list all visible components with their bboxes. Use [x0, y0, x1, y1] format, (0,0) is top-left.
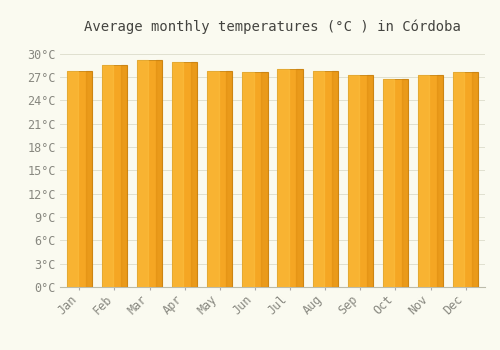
- Bar: [137, 60, 148, 287]
- Bar: [472, 71, 478, 287]
- Bar: [278, 69, 289, 287]
- Bar: [172, 62, 198, 287]
- Bar: [242, 71, 268, 287]
- Bar: [278, 69, 302, 287]
- Bar: [207, 71, 218, 287]
- Bar: [348, 75, 359, 287]
- Bar: [66, 71, 78, 287]
- Bar: [137, 60, 162, 287]
- Bar: [156, 60, 162, 287]
- Bar: [366, 75, 373, 287]
- Bar: [383, 78, 394, 287]
- Bar: [332, 71, 338, 287]
- Bar: [402, 78, 408, 287]
- Bar: [348, 75, 373, 287]
- Bar: [418, 76, 443, 287]
- Bar: [312, 71, 324, 287]
- Bar: [453, 71, 464, 287]
- Bar: [262, 71, 268, 287]
- Bar: [102, 65, 127, 287]
- Bar: [418, 76, 430, 287]
- Bar: [437, 76, 443, 287]
- Bar: [102, 65, 113, 287]
- Bar: [453, 71, 478, 287]
- Bar: [86, 71, 92, 287]
- Bar: [191, 62, 198, 287]
- Bar: [296, 69, 302, 287]
- Bar: [207, 71, 233, 287]
- Bar: [242, 71, 254, 287]
- Bar: [226, 71, 232, 287]
- Bar: [121, 65, 127, 287]
- Bar: [383, 78, 408, 287]
- Title: Average monthly temperatures (°C ) in Córdoba: Average monthly temperatures (°C ) in Có…: [84, 19, 461, 34]
- Bar: [66, 71, 92, 287]
- Bar: [312, 71, 338, 287]
- Bar: [172, 62, 184, 287]
